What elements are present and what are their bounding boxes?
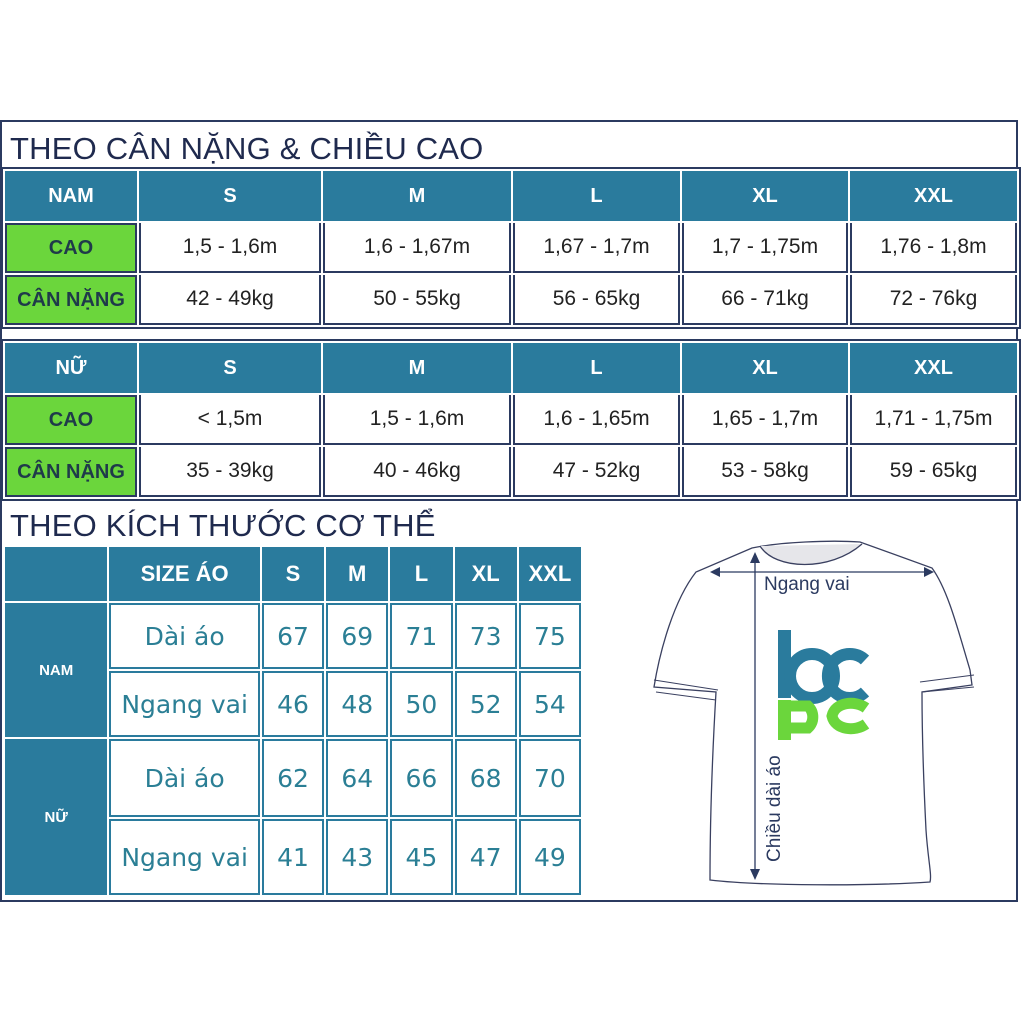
table-cell: 56 - 65kg <box>513 275 680 325</box>
table-row: Ngang vai 46 48 50 52 54 <box>5 671 581 737</box>
table-row: Ngang vai 41 43 45 47 49 <box>5 819 581 895</box>
measurement-label: Ngang vai <box>109 819 260 895</box>
table-cell: 47 - 52kg <box>513 447 680 497</box>
shoulder-arrow-left-head <box>710 567 720 577</box>
size-header-xxl: XXL <box>850 343 1017 393</box>
size-header-s: S <box>261 547 325 601</box>
tshirt-diagram: Ngang vai Chiều dài áo <box>653 540 975 886</box>
size-header-s: S <box>139 343 321 393</box>
table-cell: 40 - 46kg <box>323 447 511 497</box>
table-cell: 72 - 76kg <box>850 275 1017 325</box>
table-cell: 68 <box>454 739 517 817</box>
table-row: CÂN NẶNG 42 - 49kg 50 - 55kg 56 - 65kg 66 - … <box>5 275 1017 325</box>
table-cell: 73 <box>454 603 517 669</box>
tshirt-collar <box>759 543 863 566</box>
table-cell: 50 - 55kg <box>323 275 511 325</box>
table-cell: 1,7 - 1,75m <box>682 223 848 273</box>
table-row: CÂN NẶNG 35 - 39kg 40 - 46kg 47 - 52kg 53 - … <box>5 447 1017 497</box>
group-label: NỮ <box>5 739 108 895</box>
row-label: CÂN NẶNG <box>5 275 137 325</box>
table-row: CAO 1,5 - 1,6m 1,6 - 1,67m 1,67 - 1,7m 1,7 -… <box>5 223 1017 273</box>
table-cell: 43 <box>326 819 389 895</box>
table-cell: 75 <box>518 603 581 669</box>
size-header-l: L <box>390 547 453 601</box>
shoulder-arrow-right-head <box>924 567 934 577</box>
size-header-m: M <box>323 343 511 393</box>
size-header-xl: XL <box>682 171 848 221</box>
table-cell: 53 - 58kg <box>682 447 848 497</box>
length-arrow-bottom-head <box>750 869 760 880</box>
table-cell: 70 <box>518 739 581 817</box>
body-measurement-table: SIZE ÁO S M L XL XXL NAM Dài áo 67 69 71 73 75 Ngang … <box>3 545 583 897</box>
table-cell: 1,67 - 1,7m <box>513 223 680 273</box>
size-header-l: L <box>513 171 680 221</box>
header-row: NAM S M L XL XXL <box>5 171 1017 221</box>
bcpc-logo <box>778 630 870 740</box>
header-row: SIZE ÁO S M L XL XXL <box>5 547 581 601</box>
table-cell: 59 - 65kg <box>850 447 1017 497</box>
section-title-body-measurements: THEO KÍCH THƯỚC CƠ THỂ <box>10 508 436 543</box>
measurement-label: Ngang vai <box>109 671 260 737</box>
size-header-xxl: XXL <box>850 171 1017 221</box>
table-cell: 1,76 - 1,8m <box>850 223 1017 273</box>
table-row: NỮ Dài áo 62 64 66 68 70 <box>5 739 581 895</box>
table-cell: 42 - 49kg <box>139 275 321 325</box>
table-cell: 71 <box>390 603 453 669</box>
table-cell: 69 <box>326 603 389 669</box>
table-cell: 1,6 - 1,65m <box>513 395 680 445</box>
header-row: NỮ S M L XL XXL <box>5 343 1017 393</box>
women-size-table: NỮ S M L XL XXL CAO < 1,5m 1,5 - 1,6m 1,6 - 1,65m… <box>1 339 1021 501</box>
table-cell: 1,6 - 1,67m <box>323 223 511 273</box>
group-label: NAM <box>5 603 108 737</box>
table-cell: 47 <box>454 819 517 895</box>
table-cell: 1,71 - 1,75m <box>850 395 1017 445</box>
row-label: CÂN NẶNG <box>5 447 137 497</box>
table-cell: 62 <box>261 739 325 817</box>
table-cell: 66 - 71kg <box>682 275 848 325</box>
gender-label: NAM <box>5 171 137 221</box>
table-cell: 1,65 - 1,7m <box>682 395 848 445</box>
table-row: CAO < 1,5m 1,5 - 1,6m 1,6 - 1,65m 1,65 - 1,7… <box>5 395 1017 445</box>
size-header-xl: XL <box>454 547 517 601</box>
length-arrow-top-head <box>750 552 760 563</box>
table-cell: 52 <box>454 671 517 737</box>
table-cell: 67 <box>261 603 325 669</box>
table-cell: 41 <box>261 819 325 895</box>
table-cell: 50 <box>390 671 453 737</box>
size-header-l: L <box>513 343 680 393</box>
table-cell: 64 <box>326 739 389 817</box>
table-cell: 66 <box>390 739 453 817</box>
table-row: NAM Dài áo 67 69 71 73 75 <box>5 603 581 737</box>
table-cell: 49 <box>518 819 581 895</box>
row-label: CAO <box>5 223 137 273</box>
table-cell: 35 - 39kg <box>139 447 321 497</box>
size-header-xl: XL <box>682 343 848 393</box>
size-header-s: S <box>139 171 321 221</box>
shoulder-label: Ngang vai <box>764 574 850 595</box>
table-cell: 46 <box>261 671 325 737</box>
tshirt-sleeve-cuff-right <box>919 674 975 693</box>
size-ao-header: SIZE ÁO <box>109 547 260 601</box>
tshirt-sleeve-cuff-left <box>653 679 719 701</box>
size-header-m: M <box>326 547 389 601</box>
table-cell: 1,5 - 1,6m <box>323 395 511 445</box>
measurement-label: Dài áo <box>109 739 260 817</box>
size-header-xxl: XXL <box>518 547 581 601</box>
table-cell: 45 <box>390 819 453 895</box>
gender-label: NỮ <box>5 343 137 393</box>
men-size-table: NAM S M L XL XXL CAO 1,5 - 1,6m 1,6 - 1,67m 1,67 … <box>1 167 1021 329</box>
measurement-label: Dài áo <box>109 603 260 669</box>
size-chart-frame <box>0 120 1018 902</box>
table-cell: 48 <box>326 671 389 737</box>
table-cell: 54 <box>518 671 581 737</box>
section-title-weight-height: THEO CÂN NẶNG & CHIỀU CAO <box>10 131 484 166</box>
table-cell: < 1,5m <box>139 395 321 445</box>
size-header-m: M <box>323 171 511 221</box>
corner-cell <box>5 547 108 601</box>
table-cell: 1,5 - 1,6m <box>139 223 321 273</box>
row-label: CAO <box>5 395 137 445</box>
length-label: Chiều dài áo <box>764 755 785 862</box>
